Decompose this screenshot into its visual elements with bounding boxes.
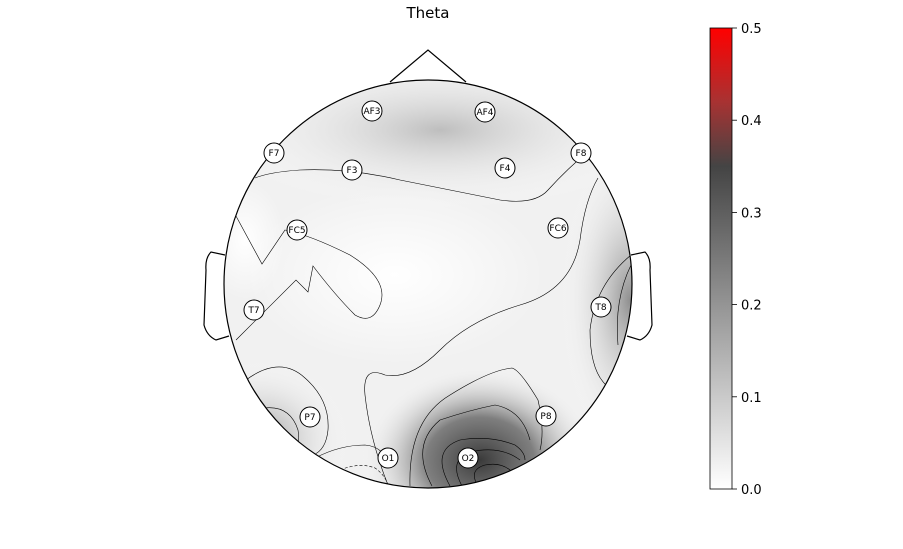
electrode-marker [535,405,557,427]
electrode-af3: AF3 [361,100,383,122]
electrode-marker [341,159,363,181]
electrode-marker [299,406,321,428]
electrode-f3: F3 [341,159,363,181]
electrode-o1: O1 [377,447,399,469]
colorbar-tick-label: 0.5 [741,22,762,37]
electrode-label: F7 [269,149,280,159]
electrode-p8: P8 [535,405,557,427]
electrode-marker [494,157,516,179]
electrode-label: F4 [500,164,511,174]
colorbar-tick-label: 0.3 [741,206,762,221]
electrode-t8: T8 [590,296,612,318]
electrode-label: P7 [304,413,315,423]
electrode-label: F8 [576,149,587,159]
electrode-marker [286,219,308,241]
electrode-marker [474,101,496,123]
electrode-label: AF3 [363,107,380,117]
colorbar-tick-label: 0.2 [741,299,762,314]
electrode-f7: F7 [263,142,285,164]
electrode-markers: AF3 AF4 F7 F3 F4 F8 FC5 FC6 T7 T8 P7 P8 O1 O2 [243,100,612,469]
colorbar-tick-label: 0.0 [741,483,762,498]
electrode-fc5: FC5 [286,219,308,241]
electrode-marker [263,142,285,164]
electrode-marker [377,447,399,469]
electrode-f4: F4 [494,157,516,179]
colorbar-tick-label: 0.4 [741,114,762,129]
electrode-label: O2 [462,454,475,464]
left-ear-outline [203,251,230,341]
electrode-label: FC5 [288,226,305,236]
electrode-label: AF4 [476,108,493,118]
electrode-f8: F8 [570,142,592,164]
electrode-label: O1 [382,454,395,464]
colorbar-tick-label: 0.1 [741,391,762,406]
electrode-label: F3 [347,166,358,176]
electrode-t7: T7 [243,299,265,321]
head-outline [223,79,633,489]
colorbar: 0.0 0.1 0.2 0.3 0.4 0.5 [709,22,762,498]
plot-title: Theta [406,4,450,22]
right-ear-outline [626,251,653,341]
electrode-label: P8 [540,412,551,422]
nose-outline [389,49,467,83]
electrode-label: T7 [247,306,259,316]
electrode-label: T8 [594,303,606,313]
electrode-p7: P7 [299,406,321,428]
electrode-fc6: FC6 [547,217,569,239]
electrode-marker [570,142,592,164]
electrode-marker [361,100,383,122]
electrode-marker [243,299,265,321]
electrode-o2: O2 [457,447,479,469]
electrode-marker [457,447,479,469]
electrode-marker [590,296,612,318]
electrode-af4: AF4 [474,101,496,123]
electrode-marker [547,217,569,239]
electrode-label: FC6 [549,224,566,234]
colorbar-gradient [709,27,733,490]
topomap-heatmap [224,80,632,488]
